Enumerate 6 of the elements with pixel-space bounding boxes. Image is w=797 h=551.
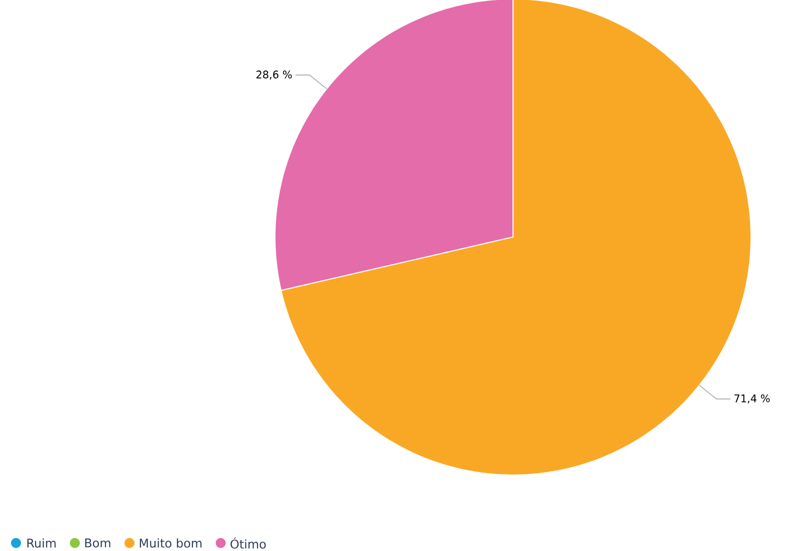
- legend-label: Muito bom: [140, 538, 202, 548]
- data-label: 71,4 %: [734, 394, 770, 404]
- data-label: 28,6 %: [256, 70, 292, 80]
- legend-label: Bom: [85, 538, 110, 548]
- legend-label: Ruim: [27, 538, 56, 548]
- legend-label: Ótimo: [230, 537, 266, 549]
